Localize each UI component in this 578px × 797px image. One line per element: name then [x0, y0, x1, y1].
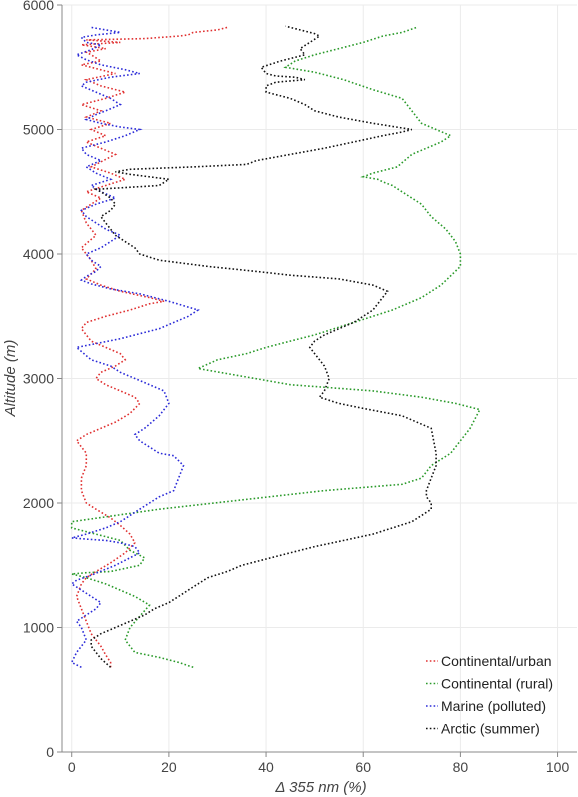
- x-tick-label: 20: [161, 759, 177, 775]
- y-axis-label: Altitude (m): [2, 340, 19, 418]
- y-tick-label: 3000: [23, 371, 54, 387]
- y-tick-label: 1000: [23, 620, 54, 636]
- legend: Continental/urban Continental (rural) Mari…: [426, 653, 553, 737]
- y-tick-label: 6000: [23, 0, 54, 13]
- series-line-4: [90, 25, 437, 668]
- series-layer: [70, 25, 481, 669]
- y-tick-label: 5000: [23, 122, 54, 138]
- legend-label-1: Continental/urban: [441, 653, 552, 669]
- x-tick-label: 100: [546, 759, 570, 775]
- legend-label-3: Marine (polluted): [441, 698, 546, 714]
- grid: [62, 4, 577, 753]
- x-tick-label: 80: [453, 759, 469, 775]
- axes: [57, 4, 577, 757]
- series-line-1: [75, 26, 228, 668]
- legend-label-4: Arctic (summer): [441, 721, 540, 737]
- y-tick-label: 4000: [23, 246, 54, 262]
- y-tick-label: 2000: [23, 495, 54, 511]
- y-tick-label: 0: [46, 744, 54, 760]
- x-axis-label: Δ 355 nm (%): [274, 779, 366, 796]
- x-tick-label: 60: [355, 759, 371, 775]
- x-tick-label: 40: [258, 759, 274, 775]
- legend-label-2: Continental (rural): [441, 676, 553, 692]
- series-line-2: [70, 26, 481, 669]
- series-line-3: [70, 26, 200, 669]
- x-tick-label: 0: [68, 759, 76, 775]
